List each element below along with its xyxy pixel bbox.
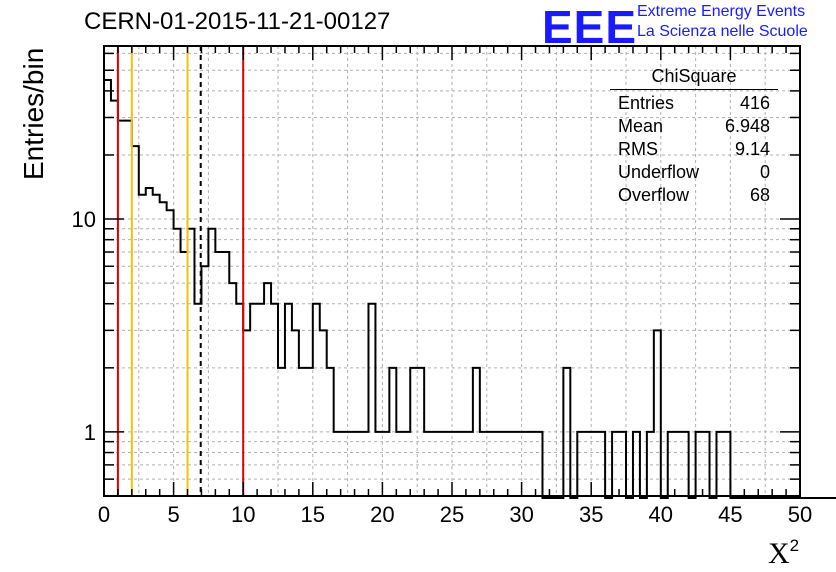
stats-value: 9.14 (734, 139, 770, 159)
x-tick-label: 30 (509, 502, 533, 527)
tick-labels: 0 5 10 15 20 25 30 35 40 45 50 1 10 (72, 207, 813, 527)
histogram (104, 78, 836, 499)
grid (104, 46, 800, 496)
axes (103, 45, 801, 497)
stats-row: Mean 6.948 (610, 115, 778, 138)
y-tick-label: 10 (72, 207, 96, 232)
x-tick-label: 35 (579, 502, 603, 527)
stats-label: Entries (618, 93, 675, 113)
x-tick-label: 25 (440, 502, 464, 527)
stats-box: ChiSquare Entries 416 Mean 6.948 RMS 9.14 U… (610, 66, 778, 207)
eee-logo-line2: La Scienza nelle Scuole (637, 23, 808, 40)
y-tick-label: 1 (84, 420, 96, 445)
stats-value: 416 (739, 93, 770, 113)
x-tick-label: 20 (370, 502, 394, 527)
x-tick-label: 50 (788, 502, 812, 527)
reference-lines (116, 46, 245, 496)
eee-logo-line1: Extreme Energy Events (637, 3, 806, 20)
x-tick-label: 10 (231, 502, 255, 527)
stats-label: RMS (618, 139, 658, 159)
x-axis-label: X2 (768, 536, 800, 570)
stats-row: Overflow 68 (610, 184, 778, 207)
x-tick-label: 40 (649, 502, 673, 527)
stats-value: 0 (759, 162, 770, 182)
stats-title: ChiSquare (610, 66, 778, 90)
stats-value: 6.948 (724, 116, 770, 136)
stats-label: Overflow (618, 185, 690, 205)
stats-row: Underflow 0 (610, 161, 778, 184)
x-tick-label: 5 (167, 502, 179, 527)
y-axis-label: Entries/bin (18, 47, 49, 180)
stats-row: Entries 416 (610, 92, 778, 115)
x-tick-label: 0 (98, 502, 110, 527)
stats-value: 68 (749, 185, 770, 205)
histogram-step-line (104, 78, 836, 499)
stats-label: Mean (618, 116, 664, 136)
eee-logo-mark: EEE (542, 1, 638, 53)
x-tick-label: 45 (718, 502, 742, 527)
plot-title: CERN-01-2015-11-21-00127 (84, 8, 391, 35)
stats-row: RMS 9.14 (610, 138, 778, 161)
x-tick-label: 15 (301, 502, 325, 527)
stats-label: Underflow (618, 162, 700, 182)
